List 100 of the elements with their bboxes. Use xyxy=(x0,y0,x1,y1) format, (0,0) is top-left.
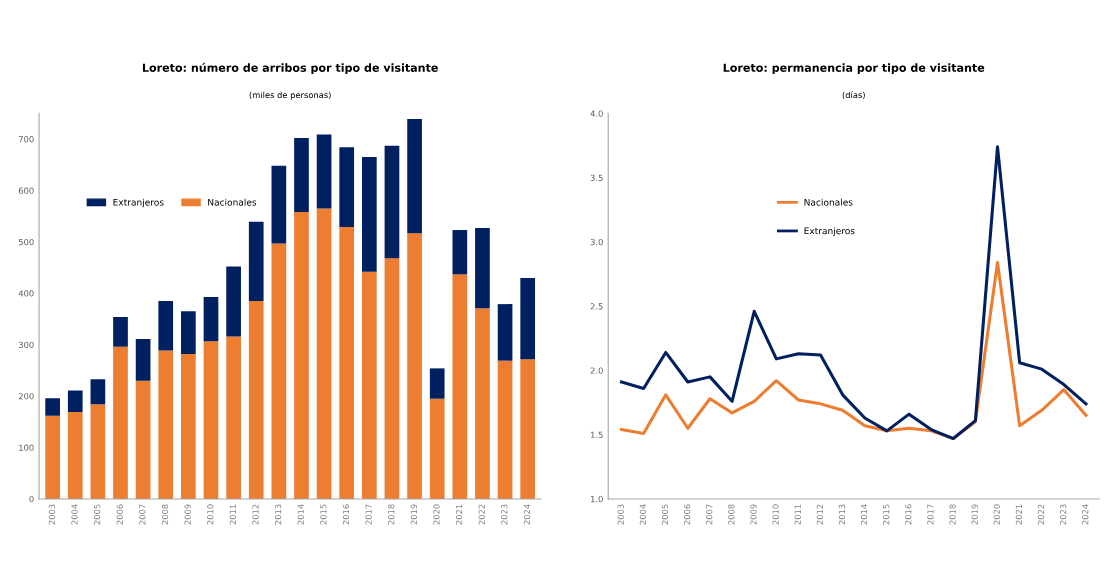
x-tick-label: 2007 xyxy=(706,504,713,525)
y-tick-label: 700 xyxy=(18,136,34,143)
bar xyxy=(158,350,174,499)
legend-label: Nacionales xyxy=(804,198,853,206)
bar xyxy=(407,233,422,499)
x-tick-label: 2020 xyxy=(433,504,440,525)
bar xyxy=(226,336,241,499)
x-tick-label: 2017 xyxy=(365,504,372,525)
x-tick-label: 2018 xyxy=(949,504,956,525)
x-tick-label: 2006 xyxy=(683,504,691,525)
y-tick-label: 2.5 xyxy=(590,303,603,310)
y-tick-label: 3.5 xyxy=(590,174,603,181)
chart-subtitle: (miles de personas) xyxy=(249,91,331,100)
y-tick-label: 600 xyxy=(18,187,34,194)
bar xyxy=(384,145,400,259)
x-tick-label: 2010 xyxy=(207,504,214,525)
chart-title: Loreto: número de arribos por tipo de visitante xyxy=(142,62,438,75)
x-tick-label: 2018 xyxy=(388,504,395,525)
bar xyxy=(339,147,355,228)
x-tick-label: 2022 xyxy=(1037,504,1045,525)
y-tick-label: 2.0 xyxy=(590,367,603,374)
chart-title: Loreto: permanencia por tipo de visitante xyxy=(723,63,985,75)
bar xyxy=(316,208,332,499)
x-tick-label: 2012 xyxy=(816,504,823,525)
bar xyxy=(67,390,83,413)
bar xyxy=(452,274,468,499)
x-tick-label: 2020 xyxy=(993,504,1000,525)
bar xyxy=(361,271,377,499)
x-tick-label: 2009 xyxy=(184,504,191,525)
x-tick-label: 2016 xyxy=(905,504,912,525)
bar xyxy=(475,228,490,309)
x-tick-label: 2021 xyxy=(455,504,463,525)
x-tick-label: 2009 xyxy=(750,504,757,525)
bar xyxy=(520,359,536,499)
bar xyxy=(475,308,490,499)
bar xyxy=(90,379,106,405)
y-tick-label: 500 xyxy=(18,238,34,246)
x-tick-label: 2011 xyxy=(229,504,237,525)
bar xyxy=(248,221,264,302)
x-tick-label: 2015 xyxy=(320,504,327,525)
bar xyxy=(135,380,151,499)
bar xyxy=(248,301,264,499)
bar xyxy=(135,339,151,381)
bar xyxy=(271,165,287,244)
bar xyxy=(113,316,128,347)
bar xyxy=(226,266,241,337)
x-tick-label: 2007 xyxy=(139,504,146,525)
bar xyxy=(497,360,513,499)
bar xyxy=(294,212,309,499)
x-tick-label: 2016 xyxy=(342,504,350,525)
y-tick-label: 200 xyxy=(18,393,34,400)
x-tick-label: 2005 xyxy=(93,504,101,525)
bar xyxy=(361,157,377,272)
x-tick-label: 2017 xyxy=(927,504,934,525)
bar xyxy=(203,296,219,342)
bar xyxy=(181,353,196,499)
x-tick-label: 2013 xyxy=(274,504,282,525)
bar xyxy=(271,243,287,499)
legend-label: Extranjeros xyxy=(113,198,164,208)
bar xyxy=(203,341,219,499)
y-tick-label: 1.0 xyxy=(591,495,603,503)
y-tick-label: 400 xyxy=(18,290,34,297)
y-tick-label: 100 xyxy=(19,444,34,451)
x-tick-label: 2024 xyxy=(1082,504,1089,525)
bar xyxy=(67,412,83,499)
x-tick-label: 2005 xyxy=(661,504,669,525)
x-tick-label: 2008 xyxy=(161,504,169,525)
bar xyxy=(520,277,536,360)
x-tick-label: 2004 xyxy=(639,504,647,525)
bar xyxy=(45,415,60,499)
x-tick-label: 2004 xyxy=(71,504,78,525)
x-tick-label: 2006 xyxy=(116,504,123,525)
x-tick-label: 2013 xyxy=(838,504,846,525)
x-tick-label: 2010 xyxy=(772,504,779,525)
bar xyxy=(294,138,309,213)
bar xyxy=(316,134,332,209)
chart-subtitle: (días) xyxy=(842,91,865,100)
bar xyxy=(45,398,60,416)
x-tick-label: 2008 xyxy=(728,504,735,525)
bar xyxy=(407,119,422,234)
x-tick-label: 2019 xyxy=(971,504,978,525)
x-tick-label: 2023 xyxy=(501,504,508,525)
x-tick-label: 2014 xyxy=(297,504,304,525)
bar xyxy=(384,258,400,499)
legend-label: Nacionales xyxy=(208,198,257,206)
x-tick-label: 2015 xyxy=(883,504,890,525)
x-tick-label: 2011 xyxy=(794,504,801,525)
bar xyxy=(452,230,468,275)
line-series xyxy=(619,145,1088,441)
x-tick-label: 2022 xyxy=(478,504,485,525)
x-tick-label: 2023 xyxy=(1059,504,1067,525)
bar xyxy=(429,398,445,499)
bar xyxy=(181,311,196,354)
bar xyxy=(429,368,445,399)
x-tick-label: 2012 xyxy=(252,504,259,525)
x-tick-label: 2003 xyxy=(48,504,56,525)
y-tick-label: 1.5 xyxy=(591,431,603,438)
x-tick-label: 2014 xyxy=(860,504,868,525)
bar xyxy=(339,227,355,499)
y-tick-label: 0 xyxy=(29,495,34,503)
